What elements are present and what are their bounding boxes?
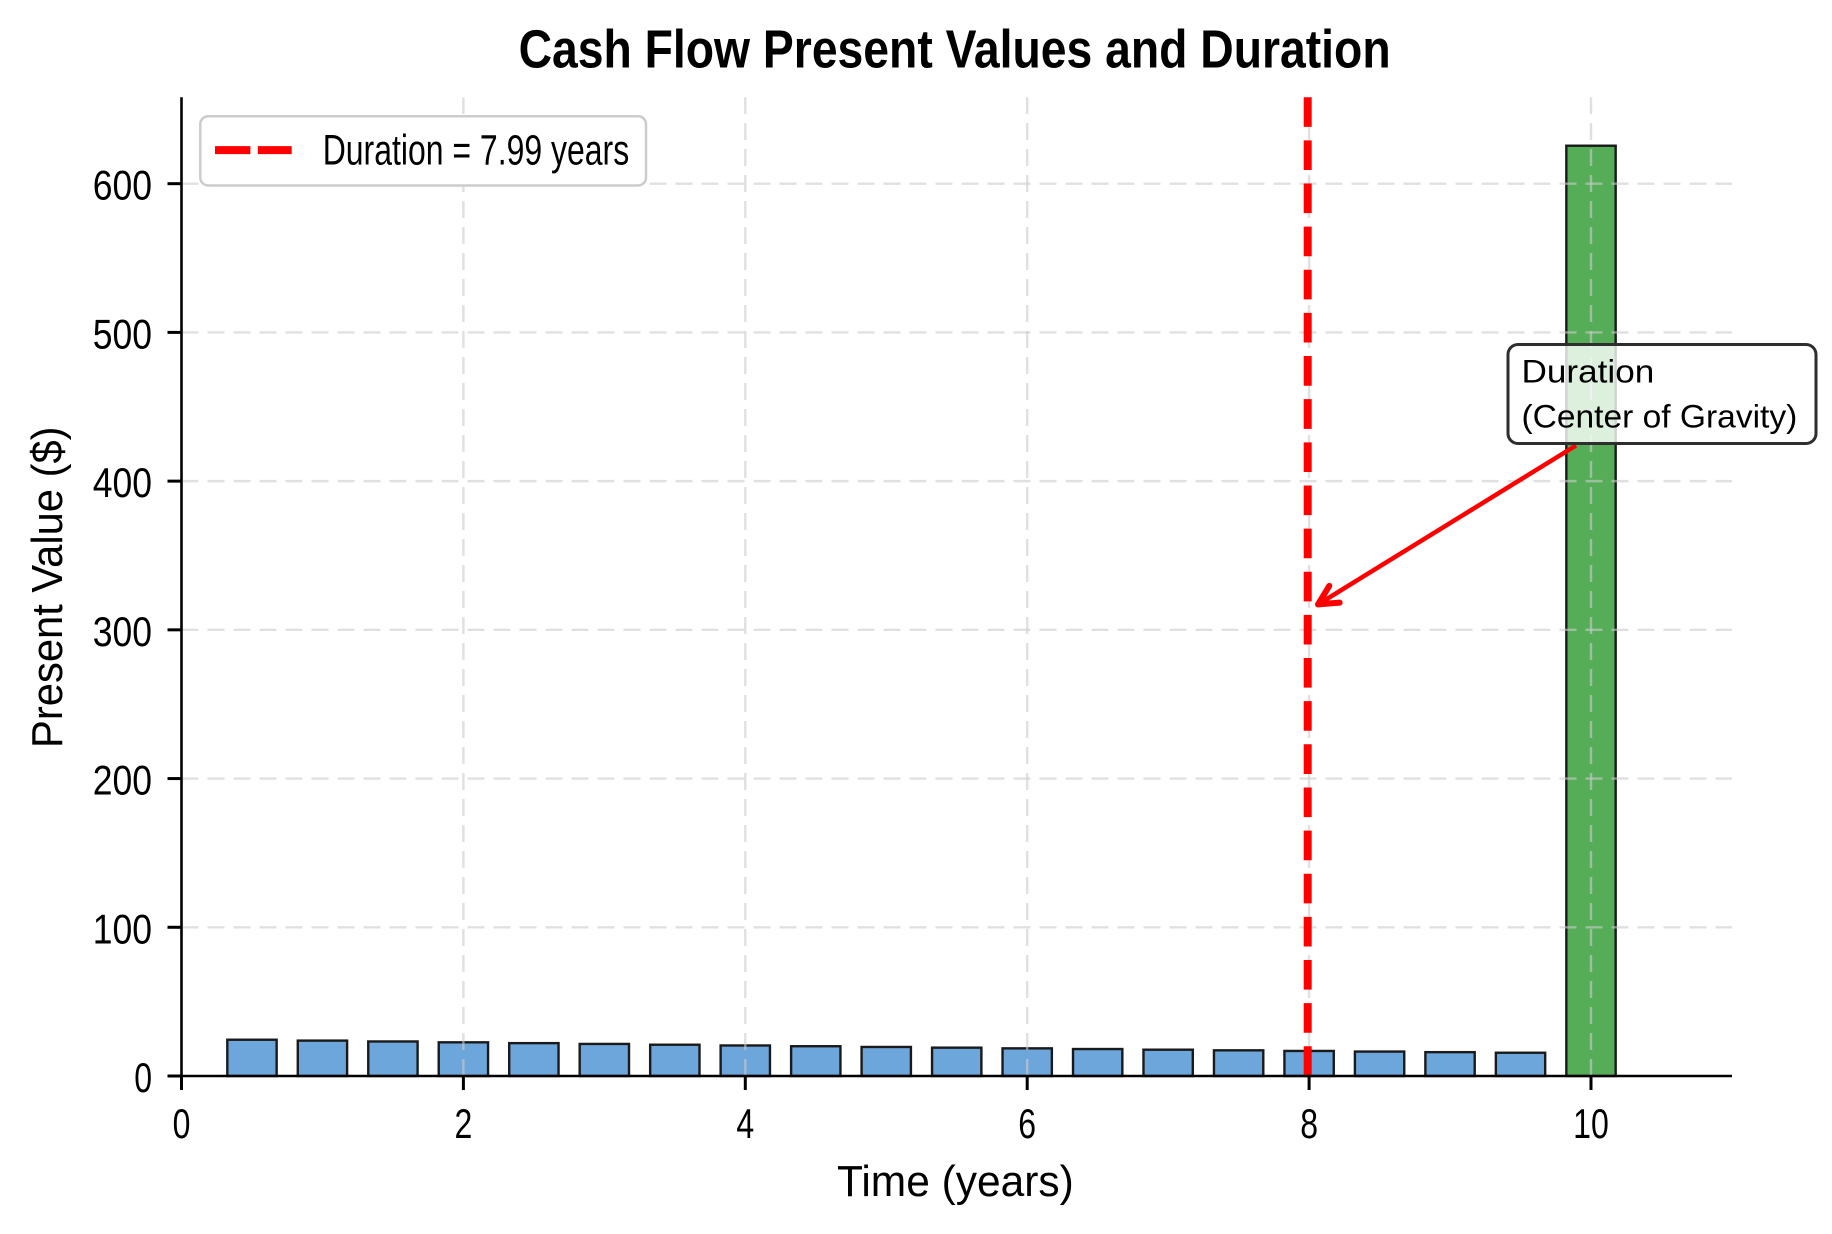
svg-text:600: 600 — [93, 162, 152, 209]
svg-text:500: 500 — [93, 310, 152, 357]
svg-text:Duration: Duration — [1522, 353, 1655, 389]
svg-text:2: 2 — [455, 1100, 473, 1147]
svg-text:100: 100 — [93, 905, 152, 952]
svg-text:Cash Flow Present Values and D: Cash Flow Present Values and Duration — [519, 20, 1391, 80]
svg-text:300: 300 — [93, 608, 152, 655]
svg-text:400: 400 — [93, 459, 152, 506]
svg-text:Present Value ($): Present Value ($) — [23, 426, 72, 748]
svg-text:4: 4 — [736, 1100, 754, 1147]
svg-text:Duration = 7.99 years: Duration = 7.99 years — [323, 127, 630, 175]
svg-text:0: 0 — [173, 1100, 191, 1147]
svg-text:(Center of Gravity): (Center of Gravity) — [1522, 398, 1798, 434]
svg-text:8: 8 — [1300, 1100, 1318, 1147]
svg-text:Time (years): Time (years) — [837, 1157, 1074, 1206]
svg-text:200: 200 — [93, 757, 152, 804]
svg-text:10: 10 — [1573, 1100, 1609, 1147]
svg-text:0: 0 — [134, 1054, 152, 1101]
svg-text:6: 6 — [1018, 1100, 1036, 1147]
